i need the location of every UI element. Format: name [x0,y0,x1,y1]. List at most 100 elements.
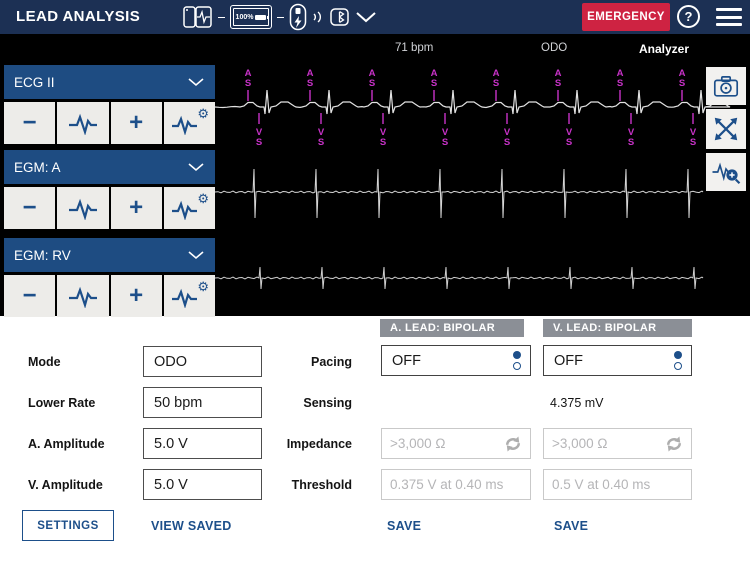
sense-marker-label: S [679,78,685,89]
v-impedance-value: >3,000 Ω [552,436,608,451]
lower-rate-field[interactable]: 50 bpm [143,387,262,418]
sensing-label: Sensing [303,396,352,410]
radio-indicator-icon [513,351,521,370]
sense-marker-label: S [245,78,251,89]
sense-marker-label: S [690,137,696,148]
ecg-spike-icon [172,288,198,308]
ecg-ii-settings-button[interactable]: ⚙ [163,102,215,144]
battery-percent-label: 100% [235,13,254,21]
tablet-battery-icon: 100% [230,5,272,29]
sense-marker-label: A [245,68,252,79]
v-save-link[interactable]: SAVE [554,519,589,533]
help-button[interactable]: ? [677,5,700,28]
sense-marker-label: S [555,78,561,89]
battery-bar-icon [255,14,269,20]
camera-icon [713,76,739,97]
ecg-spike-icon [172,115,198,135]
expand-fullscreen-button[interactable] [706,109,746,149]
egm-rv-gain-decrease-button[interactable]: − [4,275,56,317]
trace-path [214,89,731,115]
sense-marker-label: A [431,68,438,79]
snapshot-button[interactable] [706,67,746,105]
top-bar: LEAD ANALYSIS 100% [0,0,750,34]
sense-marker-label: V [318,127,325,138]
trace-label: ECG II [14,74,55,90]
egm-a-gain-decrease-button[interactable]: − [4,187,56,229]
emergency-button[interactable]: EMERGENCY [582,3,670,31]
sense-marker-label: A [493,68,500,79]
egm-a-trigger-button[interactable] [57,187,109,229]
egm-rv-trigger-button[interactable] [57,275,109,317]
settings-button[interactable]: SETTINGS [22,510,114,541]
sense-marker-label: S [628,137,634,148]
mode-field[interactable]: ODO [143,346,262,377]
trace-selector-egm-a[interactable]: EGM: A [4,150,215,184]
wireless-signal-icon [313,11,322,23]
v-pacing-select[interactable]: OFF [543,345,692,376]
sense-marker-label: A [679,68,686,79]
impedance-label: Impedance [286,437,352,451]
sense-marker-label: V [690,127,697,138]
chevron-down-icon [188,78,204,87]
a-amplitude-field[interactable]: 5.0 V [143,428,262,459]
sense-marker-label: S [442,137,448,148]
sense-marker-label: A [307,68,314,79]
ecg-ii-gain-increase-button[interactable]: + [110,102,162,144]
v-pacing-value: OFF [554,352,583,369]
link-dash [218,16,225,18]
pacing-label: Pacing [311,355,352,369]
radio-indicator-icon [674,351,682,370]
trace-path [214,266,704,290]
lower-rate-label: Lower Rate [28,396,96,410]
a-impedance-field[interactable]: >3,000 Ω [381,428,531,459]
sense-marker-label: S [431,78,437,89]
gear-icon: ⚙ [197,191,209,206]
zoom-waveform-button[interactable] [706,153,746,191]
view-saved-link[interactable]: VIEW SAVED [151,519,232,533]
trace-selector-ecg-ii[interactable]: ECG II [4,65,215,99]
ecg-ii-trigger-button[interactable] [57,102,109,144]
pacing-mode-value: ODO [541,42,568,54]
ecg-spike-icon [68,198,97,220]
sense-marker-label: V [504,127,511,138]
trace-path [214,168,704,219]
ecg-ii-gain-decrease-button[interactable]: − [4,102,56,144]
a-pacing-value: OFF [392,352,421,369]
v-threshold-field[interactable]: 0.5 V at 0.40 ms [543,469,692,500]
trace-panel-ecg-ii: ECG II − + ⚙ [4,65,215,144]
sense-marker-label: V [256,127,263,138]
chevron-down-icon[interactable] [354,10,378,24]
v-amplitude-field[interactable]: 5.0 V [143,469,262,500]
sense-marker-label: S [369,78,375,89]
egm-rv-settings-button[interactable]: ⚙ [163,275,215,317]
refresh-icon [666,436,682,451]
ecg-spike-icon [172,200,198,220]
implanted-device-icon [330,8,349,26]
sense-marker-label: S [380,137,386,148]
egm-a-gain-increase-button[interactable]: + [110,187,162,229]
menu-button[interactable] [716,8,742,26]
refresh-icon [505,436,521,451]
a-pacing-select[interactable]: OFF [381,345,531,376]
v-amplitude-label: V. Amplitude [28,478,103,492]
trace-selector-egm-rv[interactable]: EGM: RV [4,238,215,272]
trace-label: EGM: A [14,159,61,175]
link-dash [277,16,284,18]
egm-rv-gain-increase-button[interactable]: + [110,275,162,317]
sense-marker-label: S [566,137,572,148]
telemetry-head-icon [289,3,307,31]
sense-marker-label: S [504,137,510,148]
a-impedance-value: >3,000 Ω [390,436,446,451]
sense-marker-label: S [256,137,262,148]
v-lead-header: V. LEAD: BIPOLAR [543,319,692,337]
a-threshold-field[interactable]: 0.375 V at 0.40 ms [381,469,531,500]
egm-a-settings-button[interactable]: ⚙ [163,187,215,229]
sense-marker-label: V [628,127,635,138]
a-lead-header: A. LEAD: BIPOLAR [380,319,524,337]
sense-marker-label: A [369,68,376,79]
v-impedance-field[interactable]: >3,000 Ω [543,428,692,459]
a-save-link[interactable]: SAVE [387,519,422,533]
